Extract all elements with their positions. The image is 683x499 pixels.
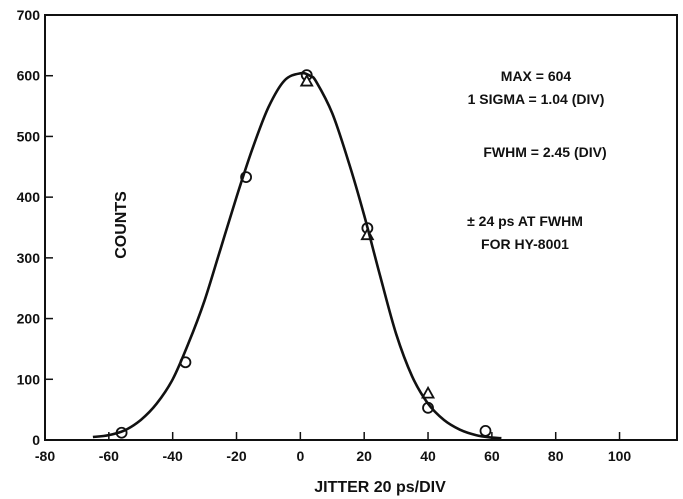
y-tick-label: 200 [17, 311, 41, 327]
fitted-curve [92, 71, 502, 440]
y-axis-label: COUNTS [113, 191, 130, 259]
annotation-fwhm: FWHM = 2.45 (DIV) [483, 144, 606, 160]
x-tick-label: 40 [420, 448, 436, 464]
x-tick-label: 60 [484, 448, 500, 464]
y-tick-label: 500 [17, 128, 41, 144]
x-tick-label: 100 [608, 448, 632, 464]
x-tick-label: -40 [163, 448, 183, 464]
data-point-circle [479, 424, 492, 437]
y-tick-label: 600 [17, 68, 41, 84]
annotation-fwhm-ps: ± 24 ps AT FWHM [467, 213, 583, 229]
x-axis-label: JITTER 20 ps/DIV [314, 479, 446, 496]
annotation-max: MAX = 604 [501, 68, 572, 84]
y-tick-label: 400 [17, 189, 41, 205]
y-tick-label: 100 [17, 371, 41, 387]
x-tick-label: 20 [356, 448, 372, 464]
x-tick-label: -60 [99, 448, 119, 464]
data-point-triangle [421, 385, 436, 399]
annotation-sigma: 1 SIGMA = 1.04 (DIV) [468, 91, 605, 107]
plot-frame [44, 14, 678, 441]
plot-area: -80 -60 -40 -20 0 20 40 60 80 100 0 100 200 300 400 500… [17, 7, 678, 464]
y-tick-label: 700 [17, 7, 41, 23]
x-tick-label: -80 [35, 448, 55, 464]
x-tick-label: 80 [548, 448, 564, 464]
x-tick-label: 0 [296, 448, 304, 464]
y-tick-label: 300 [17, 250, 41, 266]
y-tick-label: 0 [32, 432, 40, 448]
x-tick-label: -20 [226, 448, 246, 464]
data-point-triangle [299, 73, 314, 87]
annotation-device: FOR HY-8001 [481, 236, 569, 252]
